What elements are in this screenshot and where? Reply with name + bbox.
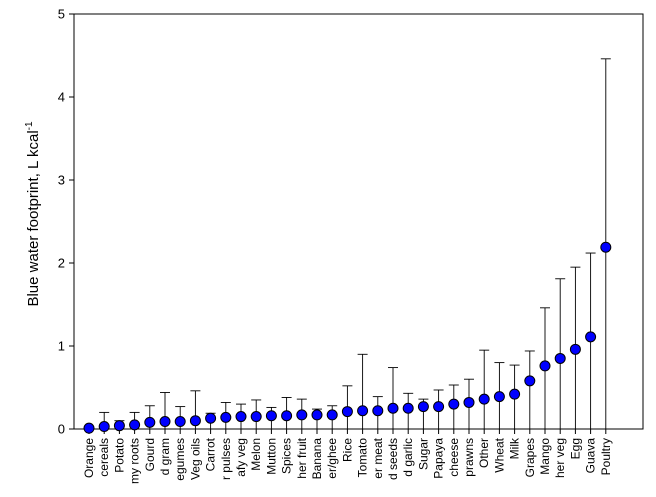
- point-33: [585, 331, 597, 343]
- y-tick-label-3: 3: [58, 173, 65, 188]
- x-tick-label-15: Banana: [310, 438, 324, 480]
- point-2: [113, 420, 125, 432]
- x-tick-label-7: Veg oils: [188, 438, 202, 480]
- x-tick-label-17: Rice: [340, 438, 354, 462]
- y-axis-label-superscript: -1: [24, 121, 35, 130]
- point-6: [174, 416, 186, 428]
- point-29: [524, 375, 536, 387]
- point-25: [463, 396, 475, 408]
- x-tick-label-25: prawns: [462, 438, 476, 477]
- point-32: [569, 343, 581, 355]
- x-tick-label-10: afy veg: [234, 438, 248, 477]
- x-tick-label-30: Mango: [538, 438, 552, 475]
- plot-frame: [73, 13, 644, 430]
- point-9: [220, 411, 232, 423]
- x-tick-label-34: Poultry: [599, 438, 613, 475]
- x-tick-label-6: egumes: [173, 438, 187, 481]
- point-31: [554, 352, 566, 364]
- y-axis-label: Blue water footprint, L kcal-1: [24, 121, 42, 307]
- point-0: [83, 422, 95, 434]
- error-bars: [84, 58, 611, 429]
- point-12: [265, 410, 277, 422]
- point-18: [357, 405, 369, 417]
- point-8: [205, 412, 217, 424]
- point-5: [159, 416, 171, 428]
- y-tick-label-2: 2: [58, 256, 65, 271]
- x-tick-label-23: Papaya: [432, 438, 446, 479]
- x-tick-label-27: Wheat: [492, 437, 506, 472]
- point-10: [235, 411, 247, 423]
- x-tick-label-21: d garlic: [401, 438, 415, 477]
- point-17: [341, 406, 353, 418]
- point-4: [144, 416, 156, 428]
- x-tick-label-33: Guava: [584, 438, 598, 474]
- point-19: [372, 405, 384, 417]
- point-20: [387, 402, 399, 414]
- x-tick-label-13: Spices: [280, 438, 294, 474]
- x-tick-label-4: Gourd: [143, 438, 157, 471]
- point-15: [311, 409, 323, 421]
- data-points: [83, 241, 612, 434]
- x-tick-label-32: Egg: [568, 438, 582, 459]
- point-3: [129, 419, 141, 431]
- point-27: [493, 391, 505, 403]
- x-tick-label-11: Melon: [249, 438, 263, 471]
- x-tick-label-28: Milk: [508, 437, 522, 459]
- x-tick-label-1: cereals: [97, 438, 111, 477]
- x-tick-label-19: er meat: [371, 437, 385, 478]
- point-30: [539, 360, 551, 372]
- point-24: [448, 398, 460, 410]
- x-tick-label-29: Grapes: [523, 438, 537, 477]
- x-tick-label-14: her fruit: [295, 437, 309, 478]
- x-tick-label-20: d seeds: [386, 438, 400, 480]
- x-tick-label-2: Potato: [112, 438, 126, 473]
- axes: 0 1 2 3 4 5: [58, 7, 644, 437]
- point-7: [189, 415, 201, 427]
- point-23: [433, 401, 445, 413]
- point-34: [600, 241, 612, 253]
- point-1: [98, 421, 110, 433]
- x-tick-label-26: Other: [477, 438, 491, 468]
- x-tick-label-18: Tomato: [356, 438, 370, 478]
- y-tick-label-5: 5: [58, 7, 65, 22]
- x-tick-label-22: Sugar: [416, 438, 430, 470]
- category-labels: Orange cereals Potato my roots Gourd d gram eg…: [82, 437, 613, 484]
- y-tick-label-4: 4: [58, 90, 65, 105]
- x-tick-label-3: my roots: [128, 438, 142, 484]
- x-tick-label-8: Carrot: [204, 437, 218, 471]
- y-axis-label-text: Blue water footprint, L kcal: [25, 130, 42, 306]
- x-tick-label-16: er/ghee: [325, 438, 339, 479]
- y-tick-label-1: 1: [58, 339, 65, 354]
- x-tick-label-0: Orange: [82, 438, 96, 478]
- point-22: [417, 401, 429, 413]
- point-14: [296, 409, 308, 421]
- x-tick-label-5: d gram: [158, 438, 172, 475]
- point-21: [402, 402, 414, 414]
- point-16: [326, 409, 338, 421]
- x-tick-label-12: Mutton: [264, 438, 278, 475]
- x-tick-label-31: her veg: [553, 438, 567, 478]
- y-tick-label-0: 0: [58, 422, 65, 437]
- x-tick-label-24: cheese: [447, 438, 461, 477]
- point-26: [478, 393, 490, 405]
- point-28: [509, 388, 521, 400]
- point-13: [281, 410, 293, 422]
- x-tick-label-9: r pulses: [219, 438, 233, 480]
- point-11: [250, 411, 262, 423]
